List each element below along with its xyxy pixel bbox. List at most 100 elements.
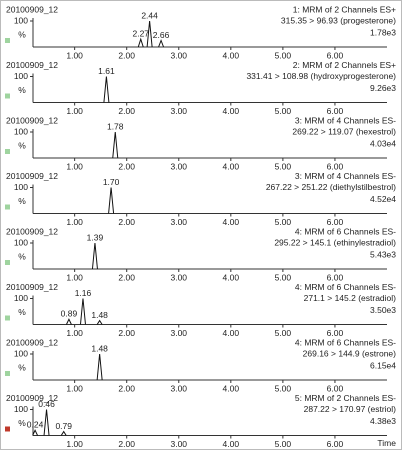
peak <box>158 39 165 48</box>
channel-marker <box>5 204 10 210</box>
peak-label: 1.70 <box>103 177 120 187</box>
y-tick-label: 100 <box>14 293 28 303</box>
channel: 3: MRM of 4 Channels ES- <box>295 115 396 125</box>
x-tick-label: 1.00 <box>66 50 83 60</box>
peak-label: 0.46 <box>38 399 55 409</box>
peak-label: 2.27 <box>132 28 149 38</box>
y-label: % <box>18 418 26 428</box>
transition: 269.22 > 119.07 (hexestrol) <box>292 126 396 136</box>
transition: 269.16 > 144.9 (estrone) <box>303 348 396 358</box>
peak-label: 0.79 <box>55 421 72 431</box>
x-tick-label: 4.00 <box>223 328 240 338</box>
x-label: Time <box>377 438 396 448</box>
y-label: % <box>18 140 26 150</box>
x-tick-label: 5.00 <box>275 106 292 116</box>
y-label: % <box>18 85 26 95</box>
x-tick-label: 2.00 <box>118 383 135 393</box>
channel-marker <box>5 371 10 376</box>
x-tick-label: 6.00 <box>327 383 344 393</box>
y-tick-label: 100 <box>14 71 28 81</box>
peak <box>96 319 103 325</box>
peak-label: 1.16 <box>75 288 92 298</box>
x-tick-label: 6.00 <box>327 439 344 449</box>
peak <box>32 429 39 436</box>
intensity: 4.38e3 <box>370 416 396 426</box>
x-tick-label: 5.00 <box>275 161 292 171</box>
x-tick-label: 5.00 <box>275 217 292 227</box>
y-tick-label: 100 <box>14 15 28 25</box>
peak-label: 1.48 <box>91 310 108 320</box>
transition: 295.22 > 145.1 (ethinylestradiol) <box>274 237 396 247</box>
channel-marker <box>5 260 10 265</box>
intensity: 4.52e4 <box>370 194 396 204</box>
x-tick-label: 5.00 <box>275 328 292 338</box>
x-tick-label: 3.00 <box>170 383 187 393</box>
sample-name: 20100909_12 <box>6 171 58 181</box>
intensity: 1.78e3 <box>370 27 396 37</box>
peak <box>112 131 119 159</box>
channel-marker <box>5 93 10 99</box>
transition: 267.22 > 251.22 (diethylstilbestrol) <box>266 182 396 192</box>
y-tick-label: 100 <box>14 348 28 358</box>
y-tick-label: 100 <box>14 404 28 414</box>
x-tick-label: 2.00 <box>118 272 135 282</box>
sample-name: 20100909_12 <box>6 226 58 236</box>
y-tick-label: 100 <box>14 126 28 136</box>
x-tick-label: 4.00 <box>223 50 240 60</box>
x-tick-label: 5.00 <box>275 272 292 282</box>
y-label: % <box>18 196 26 206</box>
channel: 3: MRM of 4 Channels ES- <box>295 171 396 181</box>
y-label: % <box>18 251 26 261</box>
peak-label: 0.89 <box>61 309 78 319</box>
x-tick-label: 6.00 <box>327 217 344 227</box>
sample-name: 20100909_12 <box>6 337 58 347</box>
x-tick-label: 5.00 <box>275 50 292 60</box>
intensity: 3.50e3 <box>370 305 396 315</box>
x-tick-label: 1.00 <box>66 161 83 171</box>
x-tick-label: 1.00 <box>66 328 83 338</box>
x-tick-label: 3.00 <box>170 217 187 227</box>
channel: 4: MRM of 6 Channels ES- <box>295 282 396 292</box>
sample-name: 20100909_12 <box>6 393 58 403</box>
x-tick-label: 6.00 <box>327 161 344 171</box>
channel: 5: MRM of 2 Channels ES- <box>295 393 396 403</box>
peak-label: 1.48 <box>91 343 108 353</box>
transition: 271.1 > 145.2 (estradiol) <box>304 293 397 303</box>
transition: 331.41 > 108.98 (hydroxyprogesterone) <box>246 71 396 81</box>
x-tick-label: 1.00 <box>66 383 83 393</box>
y-label: % <box>18 307 26 317</box>
peak <box>79 298 86 325</box>
channel: 1: MRM of 2 Channels ES+ <box>293 4 396 14</box>
x-tick-label: 2.00 <box>118 106 135 116</box>
peak <box>65 318 72 325</box>
peak-label: 2.44 <box>141 10 158 20</box>
x-tick-label: 5.00 <box>275 439 292 449</box>
x-tick-label: 1.00 <box>66 217 83 227</box>
sample-name: 20100909_12 <box>6 4 58 14</box>
peak <box>108 187 115 214</box>
peak-label: 0.24 <box>27 420 44 430</box>
peak <box>146 20 153 48</box>
channel-marker <box>5 315 10 321</box>
channel: 2: MRM of 2 Channels ES+ <box>293 60 396 70</box>
x-tick-label: 2.00 <box>118 50 135 60</box>
x-tick-label: 4.00 <box>223 161 240 171</box>
x-tick-label: 2.00 <box>118 217 135 227</box>
x-tick-label: 1.00 <box>66 439 83 449</box>
peak-label: 1.78 <box>107 121 124 131</box>
channel-marker <box>5 38 10 43</box>
x-tick-label: 5.00 <box>275 383 292 393</box>
x-tick-label: 1.00 <box>66 272 83 282</box>
x-tick-label: 1.00 <box>66 106 83 116</box>
peak <box>137 37 144 48</box>
peak <box>43 409 50 436</box>
x-tick-label: 3.00 <box>170 439 187 449</box>
y-label: % <box>18 362 26 372</box>
sample-name: 20100909_12 <box>6 60 58 70</box>
x-tick-label: 3.00 <box>170 50 187 60</box>
intensity: 9.26e3 <box>370 83 396 93</box>
peak <box>91 242 98 270</box>
sample-name: 20100909_12 <box>6 282 58 292</box>
x-tick-label: 4.00 <box>223 272 240 282</box>
